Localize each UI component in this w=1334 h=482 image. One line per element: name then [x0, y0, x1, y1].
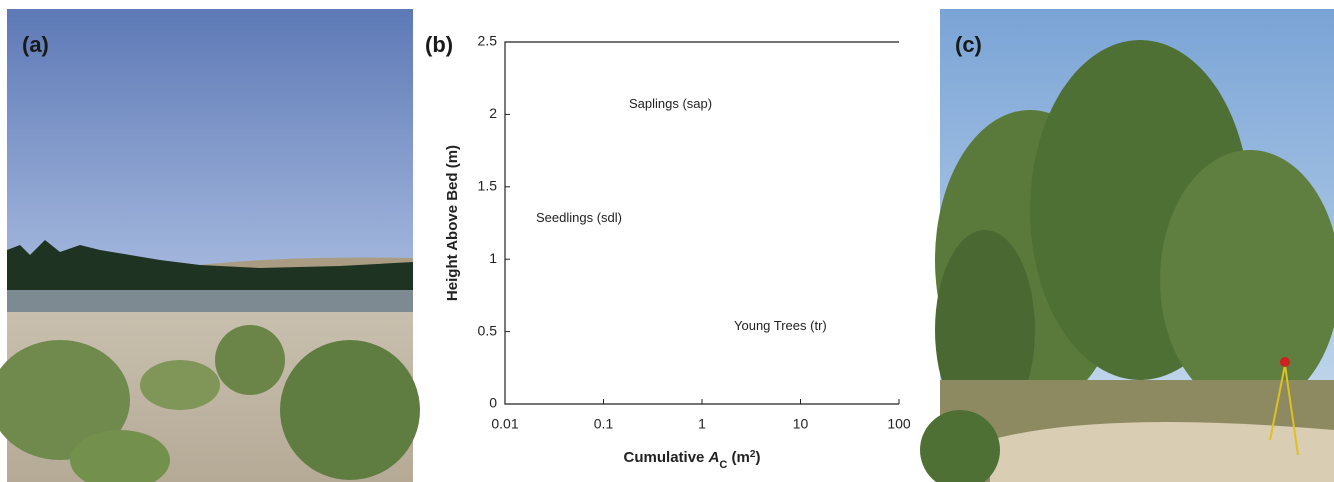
chart: 0 0.5 1 1.5 2 2.5 0.01 0.1 1 10 100 Height Above Be…	[444, 33, 911, 471]
x-tick-label: 1	[698, 416, 706, 432]
y-tick-label: 1	[489, 250, 497, 266]
x-tick-label: 100	[887, 416, 911, 432]
x-axis-label: Cumulative AC (m2)	[624, 449, 761, 472]
x-axis-label-part: 2	[750, 449, 756, 460]
y-tick-label: 0.5	[478, 322, 498, 338]
x-axis-label-part: )	[755, 449, 760, 466]
annotation: Saplings (sap)	[629, 96, 712, 111]
y-tick-label: 2.5	[478, 33, 498, 49]
y-axis-label: Height Above Bed (m)	[444, 145, 461, 301]
x-tick-label: 0.01	[491, 416, 518, 432]
photo-a	[0, 9, 420, 482]
x-tick-label: 0.1	[594, 416, 614, 432]
y-tick-label: 1.5	[478, 178, 498, 194]
y-tick-label: 0	[489, 395, 497, 411]
y-tick-label: 2	[489, 105, 497, 121]
x-axis-label-part: (m	[727, 449, 750, 466]
photo-c	[920, 9, 1334, 482]
panel-label: (b)	[425, 32, 453, 57]
panel-label: (a)	[22, 32, 49, 57]
x-axis-label-part: Cumulative	[624, 449, 709, 466]
x-tick-label: 10	[793, 416, 809, 432]
annotation: Young Trees (tr)	[734, 318, 827, 333]
panel-label: (c)	[955, 32, 982, 57]
annotation: Seedlings (sdl)	[536, 210, 622, 225]
x-axis-label-part: A	[708, 449, 720, 466]
x-axis-label-part: C	[719, 459, 727, 471]
